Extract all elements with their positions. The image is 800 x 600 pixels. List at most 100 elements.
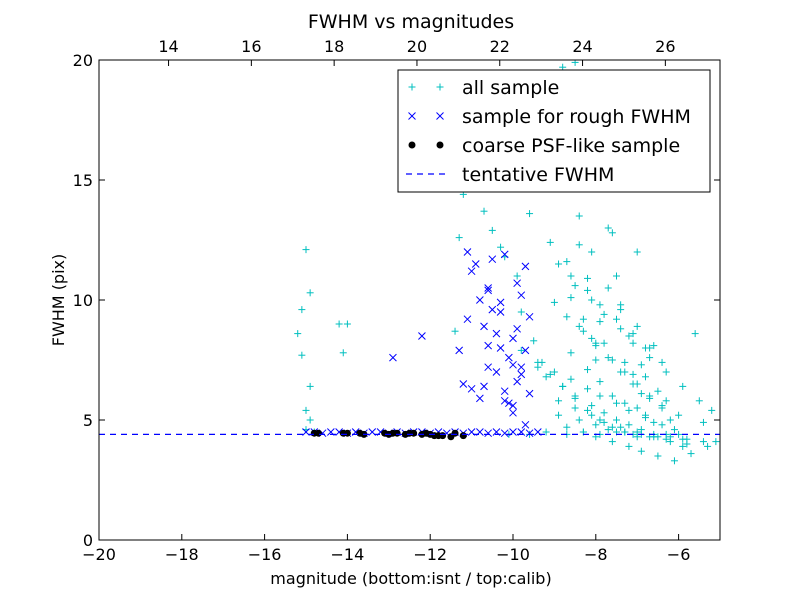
rough-fwhm-point: [389, 353, 397, 362]
all-sample-point: [563, 258, 571, 266]
all-sample-point: [699, 438, 707, 446]
rough-fwhm-point: [484, 286, 493, 295]
all-sample-point: [613, 399, 620, 407]
rough-fwhm-point: [418, 332, 426, 340]
all-sample-point: [306, 382, 314, 390]
all-sample-point: [455, 234, 463, 242]
all-sample-point: [517, 308, 525, 316]
legend-label: coarse PSF-like sample: [462, 135, 680, 157]
all-sample-point: [633, 428, 641, 436]
all-sample-point: [604, 426, 612, 434]
all-sample-point: [534, 358, 542, 366]
all-sample-point: [641, 373, 649, 381]
all-sample-point: [567, 349, 575, 357]
rough-fwhm-point: [525, 429, 534, 438]
all-sample-point: [608, 229, 616, 237]
all-sample-point: [592, 342, 600, 350]
legend-item: coarse PSF-like sample: [408, 135, 680, 157]
all-sample-point: [695, 397, 703, 405]
all-sample-point: [666, 433, 674, 441]
all-sample-point: [712, 438, 720, 446]
all-sample-point: [584, 274, 592, 282]
x-tick-label: −18: [165, 545, 199, 564]
all-sample-point: [588, 411, 596, 419]
all-sample-point: [588, 248, 596, 256]
legend-item: tentative FWHM: [406, 164, 614, 186]
all-sample-point: [546, 370, 554, 378]
rough-fwhm-point: [484, 284, 493, 292]
all-sample-point: [596, 416, 604, 424]
legend-dot-marker: [436, 141, 444, 149]
top-x-tick-label: 26: [655, 37, 675, 56]
top-x-tick-label: 20: [407, 37, 427, 56]
rough-fwhm-point: [500, 387, 509, 396]
all-sample-point: [654, 387, 662, 395]
all-sample-point: [306, 289, 314, 297]
x-tick-label: −8: [584, 545, 608, 564]
rough-fwhm-point: [476, 394, 484, 403]
legend: all sample sample for rough FWHM coarse PS…: [397, 69, 711, 193]
all-sample-point: [641, 414, 649, 422]
all-sample-point: [704, 442, 712, 450]
all-sample-point: [679, 382, 687, 390]
all-sample-point: [633, 380, 641, 388]
x-axis-label: magnitude (bottom:isnt / top:calib): [270, 569, 551, 588]
rough-fwhm-point: [480, 322, 488, 331]
rough-fwhm-point: [513, 324, 521, 333]
x-tick-label: −16: [248, 545, 282, 564]
all-sample-point: [604, 224, 612, 232]
all-sample-point: [608, 438, 616, 446]
all-sample-point: [613, 272, 620, 280]
all-sample-point: [513, 272, 521, 280]
all-sample-point: [596, 378, 604, 386]
all-sample-point: [658, 358, 666, 366]
all-sample-point: [654, 452, 662, 460]
rough-fwhm-point: [459, 380, 468, 388]
all-sample-point: [633, 248, 641, 256]
all-sample-point: [584, 286, 592, 294]
all-sample-point: [613, 315, 620, 323]
rough-fwhm-point: [517, 370, 526, 379]
rough-fwhm-point: [521, 420, 530, 429]
all-sample-point: [600, 310, 608, 318]
rough-fwhm-point: [492, 368, 501, 376]
y-tick-label: 0: [83, 531, 93, 550]
all-sample-point: [621, 399, 629, 407]
rough-fwhm-point: [488, 305, 497, 314]
y-tick-label: 10: [73, 291, 93, 310]
rough-fwhm-point: [509, 408, 517, 417]
all-sample-point: [579, 327, 587, 335]
rough-fwhm-point: [496, 308, 505, 316]
all-sample-point: [604, 284, 612, 292]
rough-fwhm-point: [509, 401, 517, 410]
all-sample-point: [559, 382, 567, 390]
all-sample-point: [575, 212, 583, 220]
all-sample-point: [335, 320, 343, 328]
top-x-tick-label: 16: [241, 37, 261, 56]
all-sample-point: [679, 442, 687, 450]
all-sample-point: [629, 339, 637, 347]
rough-fwhm-point: [509, 360, 517, 369]
all-sample-point: [617, 423, 625, 431]
all-sample-point: [650, 418, 658, 426]
all-sample-point: [608, 392, 616, 400]
all-sample-point: [584, 406, 592, 414]
all-sample-point: [625, 332, 633, 340]
rough-fwhm-point: [467, 384, 476, 393]
all-sample-point: [637, 361, 645, 369]
rough-fwhm-point: [525, 389, 534, 398]
all-sample-point: [517, 346, 525, 354]
all-sample-point: [699, 418, 707, 426]
rough-fwhm-point: [455, 346, 464, 355]
all-sample-point: [298, 306, 306, 314]
rough-fwhm-point: [480, 382, 488, 391]
all-sample-point: [625, 406, 633, 414]
psf-like-point: [410, 429, 418, 437]
series-coarse-psf-like-sample: [310, 429, 467, 441]
all-sample-point: [670, 457, 678, 465]
all-sample-point: [675, 411, 683, 419]
y-tick-label: 15: [73, 171, 93, 190]
all-sample-point: [563, 423, 571, 431]
all-sample-point: [592, 421, 600, 429]
rough-fwhm-point: [467, 267, 476, 276]
